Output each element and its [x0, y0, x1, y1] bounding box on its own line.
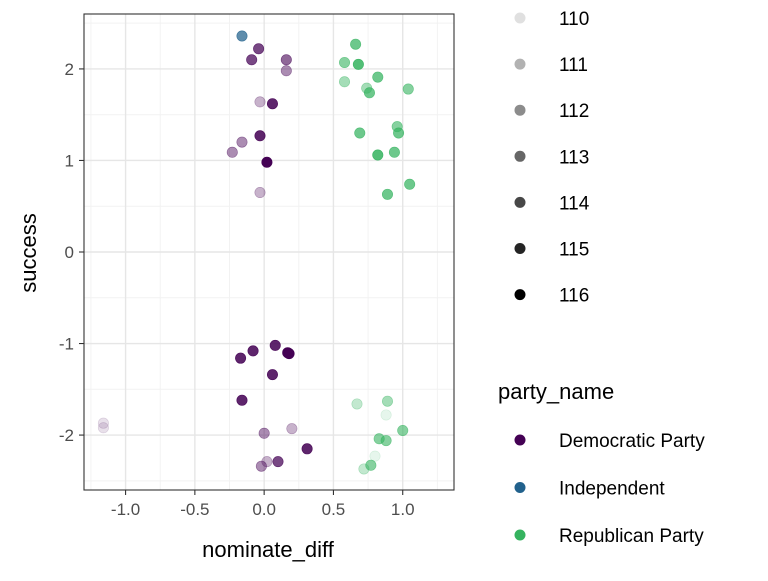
congress-legend-label: 112	[559, 101, 589, 122]
data-point	[269, 339, 281, 351]
y-tick-label: -2	[59, 426, 74, 445]
data-point	[365, 459, 377, 471]
congress-legend: 110 111 112 113 114 115 116	[514, 9, 590, 307]
data-point	[393, 127, 405, 139]
data-point	[339, 57, 351, 69]
data-point	[247, 345, 259, 357]
data-point	[372, 71, 384, 83]
y-tick-label: 0	[65, 243, 74, 262]
data-point	[358, 463, 370, 475]
congress-legend-key	[514, 196, 526, 208]
data-point	[280, 65, 292, 77]
x-tick-label: 0.0	[252, 500, 276, 519]
congress-legend-label: 113	[559, 147, 589, 168]
x-tick-label: 0.5	[322, 500, 346, 519]
data-point	[286, 423, 298, 435]
y-tick-label: -1	[59, 335, 74, 354]
data-point	[258, 427, 270, 439]
x-tick-label: 1.0	[391, 500, 415, 519]
congress-legend-key	[514, 12, 526, 24]
x-tick-label: -0.5	[180, 500, 209, 519]
data-point	[363, 87, 375, 99]
congress-legend-key	[514, 58, 526, 70]
data-point	[397, 424, 409, 436]
data-point	[255, 460, 267, 472]
data-point	[266, 369, 278, 381]
party-legend-title: party_name	[498, 379, 614, 404]
party-legend-key	[514, 434, 526, 446]
data-point	[272, 456, 284, 468]
data-point	[404, 178, 416, 190]
data-point	[254, 96, 266, 108]
data-point	[254, 187, 266, 199]
data-point	[351, 398, 363, 410]
congress-legend-key	[514, 104, 526, 116]
data-point	[381, 395, 393, 407]
data-point	[339, 76, 351, 88]
congress-legend-label: 115	[559, 240, 589, 261]
congress-legend-label: 116	[559, 286, 589, 307]
congress-legend-key	[514, 289, 526, 301]
x-axis-title: nominate_diff	[202, 537, 335, 562]
y-tick-label: 1	[65, 151, 74, 170]
data-point	[254, 130, 266, 142]
congress-legend-label: 114	[559, 193, 590, 214]
data-point	[235, 352, 247, 364]
data-points	[97, 30, 416, 475]
party-legend-label: Democratic Party	[559, 431, 705, 452]
data-point	[97, 422, 109, 434]
x-tick-label: -1.0	[111, 500, 140, 519]
data-point	[226, 146, 238, 158]
x-axis-ticks: -1.0 -0.5 0.0 0.5 1.0	[111, 490, 415, 519]
data-point	[354, 127, 366, 139]
data-point	[236, 136, 248, 148]
data-point	[350, 38, 362, 50]
y-tick-label: 2	[65, 60, 74, 79]
congress-legend-key	[514, 243, 526, 254]
data-point	[380, 435, 392, 447]
data-point	[236, 394, 248, 406]
data-point	[261, 456, 273, 468]
party-legend-key	[514, 482, 526, 493]
data-point	[352, 58, 364, 70]
data-point	[369, 450, 381, 462]
data-point	[402, 83, 414, 95]
congress-legend-label: 111	[559, 55, 588, 76]
data-point	[380, 409, 392, 421]
data-point	[301, 443, 313, 455]
data-point	[372, 149, 384, 161]
data-point	[246, 54, 258, 66]
data-point	[97, 417, 109, 429]
y-axis-ticks: -2 -1 0 1 2	[59, 60, 84, 445]
party-legend-label: Independent	[559, 479, 665, 500]
data-point	[283, 348, 295, 360]
y-axis-title: success	[16, 213, 41, 292]
data-point	[280, 54, 292, 66]
data-point	[261, 156, 273, 168]
data-point	[236, 30, 248, 42]
party-legend: party_name Democratic Party Independent Re…	[498, 379, 705, 547]
party-legend-label: Republican Party	[559, 526, 704, 547]
data-point	[253, 43, 265, 55]
data-point	[266, 98, 278, 110]
grid-major	[84, 14, 454, 490]
congress-legend-label: 110	[559, 9, 589, 30]
data-point	[381, 188, 393, 200]
congress-legend-key	[514, 150, 526, 162]
data-point	[388, 146, 400, 158]
party-legend-key	[514, 529, 526, 541]
